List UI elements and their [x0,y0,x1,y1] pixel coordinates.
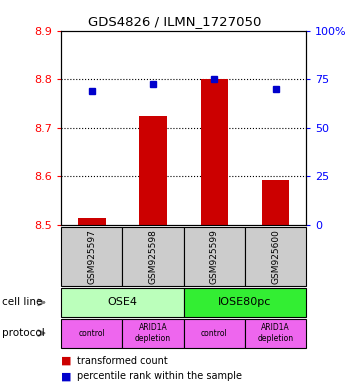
Text: protocol: protocol [2,328,44,338]
Bar [139,116,167,225]
Text: ARID1A
depletion: ARID1A depletion [135,323,171,343]
Text: control: control [78,329,105,338]
Text: ARID1A
depletion: ARID1A depletion [258,323,294,343]
Bar [78,218,106,225]
Text: ■: ■ [61,371,72,381]
Bar [262,180,289,225]
Bar [201,79,228,225]
Text: IOSE80pc: IOSE80pc [218,297,272,308]
Text: ■: ■ [61,356,72,366]
Text: GSM925599: GSM925599 [210,229,219,284]
Text: GSM925597: GSM925597 [88,229,96,284]
Text: transformed count: transformed count [77,356,168,366]
Text: percentile rank within the sample: percentile rank within the sample [77,371,242,381]
Text: OSE4: OSE4 [107,297,138,308]
Text: GDS4826 / ILMN_1727050: GDS4826 / ILMN_1727050 [88,15,262,28]
Text: GSM925598: GSM925598 [149,229,158,284]
Text: GSM925600: GSM925600 [271,229,280,284]
Text: control: control [201,329,228,338]
Text: cell line: cell line [2,297,42,308]
